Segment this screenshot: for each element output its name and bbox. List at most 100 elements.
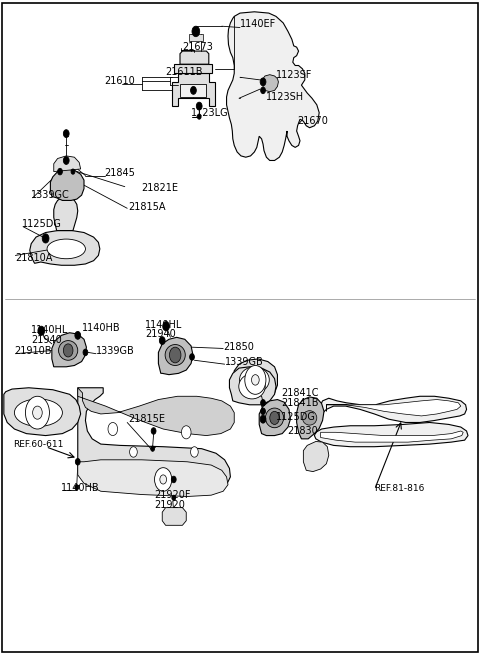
Text: 21611B: 21611B xyxy=(166,67,203,77)
Text: 21815E: 21815E xyxy=(129,415,166,424)
Text: 1140HL: 1140HL xyxy=(145,320,182,330)
Polygon shape xyxy=(78,460,228,496)
Ellipse shape xyxy=(59,341,78,360)
Polygon shape xyxy=(314,422,468,447)
Polygon shape xyxy=(54,156,81,172)
Text: 21850: 21850 xyxy=(223,343,254,352)
Circle shape xyxy=(252,375,259,385)
Text: 21673: 21673 xyxy=(182,42,213,52)
Circle shape xyxy=(42,234,49,243)
Text: REF.81-816: REF.81-816 xyxy=(374,483,425,493)
Circle shape xyxy=(71,169,75,174)
Circle shape xyxy=(63,157,69,164)
Text: 1123LG: 1123LG xyxy=(191,108,228,118)
Text: 1339GC: 1339GC xyxy=(31,190,70,200)
Circle shape xyxy=(245,365,266,394)
Circle shape xyxy=(169,347,181,363)
Polygon shape xyxy=(189,34,203,41)
Ellipse shape xyxy=(47,239,85,259)
Text: 21920F: 21920F xyxy=(155,490,191,500)
Text: 1140HB: 1140HB xyxy=(82,323,120,333)
Polygon shape xyxy=(78,388,230,493)
Circle shape xyxy=(260,78,266,86)
Circle shape xyxy=(130,447,137,457)
Ellipse shape xyxy=(29,407,48,419)
Text: 1339GB: 1339GB xyxy=(96,346,135,356)
Polygon shape xyxy=(233,359,277,401)
Ellipse shape xyxy=(249,375,260,385)
Circle shape xyxy=(63,130,69,138)
Circle shape xyxy=(75,485,79,490)
Circle shape xyxy=(191,86,196,94)
Text: 1123SH: 1123SH xyxy=(266,92,304,102)
Text: 21830: 21830 xyxy=(287,426,318,436)
Polygon shape xyxy=(180,51,209,64)
Circle shape xyxy=(163,322,169,331)
Circle shape xyxy=(63,344,73,357)
Text: 21940: 21940 xyxy=(31,335,62,345)
Polygon shape xyxy=(229,367,276,405)
Circle shape xyxy=(75,331,81,339)
Circle shape xyxy=(191,447,198,457)
Polygon shape xyxy=(158,337,193,375)
Text: 1140EF: 1140EF xyxy=(240,19,276,29)
Text: 21815A: 21815A xyxy=(129,202,166,212)
Circle shape xyxy=(261,87,265,94)
Circle shape xyxy=(270,411,279,424)
Text: 21845: 21845 xyxy=(105,168,135,178)
Polygon shape xyxy=(321,431,463,442)
Circle shape xyxy=(38,326,45,335)
Text: 1140HB: 1140HB xyxy=(61,483,100,493)
Circle shape xyxy=(108,422,118,436)
Polygon shape xyxy=(303,441,329,472)
Circle shape xyxy=(160,475,167,484)
Polygon shape xyxy=(174,64,212,73)
Text: 1339GB: 1339GB xyxy=(225,357,264,367)
Circle shape xyxy=(261,400,265,406)
Ellipse shape xyxy=(302,411,317,425)
Polygon shape xyxy=(4,388,81,436)
Text: 1125DG: 1125DG xyxy=(22,219,61,229)
Circle shape xyxy=(196,102,202,110)
Polygon shape xyxy=(172,73,215,106)
Circle shape xyxy=(33,406,42,419)
Text: 21810A: 21810A xyxy=(15,253,53,263)
Polygon shape xyxy=(227,12,319,160)
Circle shape xyxy=(151,428,156,434)
Circle shape xyxy=(75,458,80,465)
Text: 21841C: 21841C xyxy=(281,388,318,398)
Polygon shape xyxy=(297,397,324,439)
Circle shape xyxy=(159,337,165,345)
Polygon shape xyxy=(30,231,100,265)
Polygon shape xyxy=(321,396,467,422)
Circle shape xyxy=(192,26,200,37)
Text: 21610: 21610 xyxy=(105,77,135,86)
Circle shape xyxy=(190,354,194,360)
Text: REF.60-611: REF.60-611 xyxy=(13,440,64,449)
Text: 1140HL: 1140HL xyxy=(31,326,69,335)
Polygon shape xyxy=(259,400,290,436)
Ellipse shape xyxy=(14,399,62,426)
Circle shape xyxy=(25,396,49,429)
Circle shape xyxy=(260,415,266,423)
Ellipse shape xyxy=(165,345,185,365)
Ellipse shape xyxy=(239,374,265,399)
Text: 21841B: 21841B xyxy=(281,398,318,408)
Text: 21920: 21920 xyxy=(155,500,185,510)
Polygon shape xyxy=(78,388,234,436)
Polygon shape xyxy=(162,508,186,525)
Text: 21940: 21940 xyxy=(145,329,176,339)
Text: 21670: 21670 xyxy=(298,116,328,126)
Polygon shape xyxy=(52,333,86,367)
Text: 21910B: 21910B xyxy=(14,346,52,356)
Circle shape xyxy=(197,114,201,119)
Text: 21821E: 21821E xyxy=(142,183,179,193)
Circle shape xyxy=(155,468,172,491)
Text: 1123SF: 1123SF xyxy=(276,70,312,80)
Polygon shape xyxy=(326,400,461,416)
Circle shape xyxy=(181,426,191,439)
Ellipse shape xyxy=(240,367,269,393)
Circle shape xyxy=(83,349,88,356)
Text: 1125DG: 1125DG xyxy=(276,413,316,422)
Circle shape xyxy=(58,168,62,175)
